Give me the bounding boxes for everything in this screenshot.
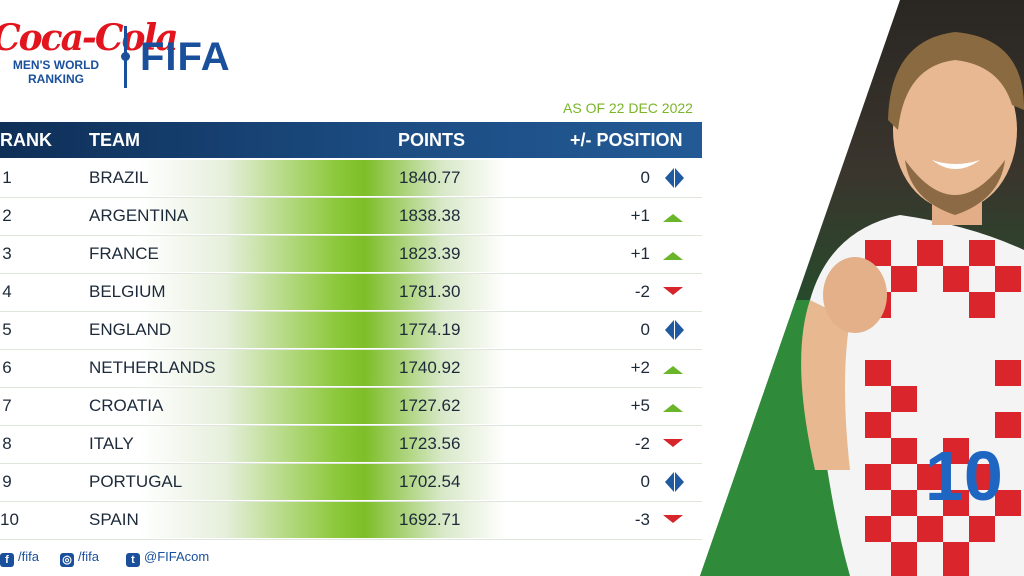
team-cell: BRAZIL <box>89 168 149 187</box>
twitter-handle: @FIFAcom <box>144 549 210 564</box>
points-cell: 1727.62 <box>399 396 461 415</box>
header-team: TEAM <box>89 130 140 150</box>
rank-cell: 9 <box>2 472 12 491</box>
rank-cell: 8 <box>2 434 12 453</box>
points-cell: 1702.54 <box>399 472 461 491</box>
ranking-title-line2: RANKING <box>28 72 84 86</box>
coca-cola-logo: Coca-Cola <box>0 17 179 59</box>
change-cell: 0 <box>640 168 650 187</box>
triangle-down-icon <box>663 426 685 462</box>
team-cell: BELGIUM <box>89 282 166 301</box>
table-row: 9 PORTUGAL 1702.54 0 <box>0 464 702 502</box>
instagram-icon: ◎ <box>60 553 74 567</box>
triangle-down-icon <box>663 274 685 310</box>
rank-cell: 7 <box>2 396 12 415</box>
team-cell: PORTUGAL <box>89 472 183 491</box>
facebook-icon: f <box>0 553 14 567</box>
points-cell: 1692.71 <box>399 510 461 529</box>
table-row: 2 ARGENTINA 1838.38 +1 <box>0 198 702 236</box>
logo-divider <box>121 26 130 88</box>
fifa-logo: FIFA <box>140 35 231 79</box>
team-cell: ITALY <box>89 434 134 453</box>
team-cell: NETHERLANDS <box>89 358 216 377</box>
points-cell: 1823.39 <box>399 244 461 263</box>
player-photo: 10 <box>700 0 1024 576</box>
table-row: 4 BELGIUM 1781.30 -2 <box>0 274 702 312</box>
team-cell: CROATIA <box>89 396 164 415</box>
change-cell: +1 <box>630 244 650 263</box>
double-arrow-icon <box>663 160 685 196</box>
change-cell: -2 <box>634 282 650 301</box>
table-row: 3 FRANCE 1823.39 +1 <box>0 236 702 274</box>
triangle-up-icon <box>663 350 685 386</box>
header-position-change: +/- POSITION <box>570 130 683 150</box>
change-cell: 0 <box>640 472 650 491</box>
facebook-link[interactable]: f/fifa <box>0 546 39 568</box>
instagram-handle: /fifa <box>78 549 99 564</box>
rank-cell: 6 <box>2 358 12 377</box>
rank-cell: 2 <box>2 206 12 225</box>
twitter-link[interactable]: t @FIFAcom <box>126 546 209 568</box>
rank-cell: 4 <box>2 282 12 301</box>
facebook-handle: /fifa <box>18 549 39 564</box>
team-cell: ARGENTINA <box>89 206 189 225</box>
table-row: 8 ITALY 1723.56 -2 <box>0 426 702 464</box>
points-cell: 1838.38 <box>399 206 461 225</box>
change-cell: -2 <box>634 434 650 453</box>
change-cell: -3 <box>634 510 650 529</box>
instagram-link[interactable]: ◎ /fifa <box>60 546 99 568</box>
twitter-icon: t <box>126 553 140 567</box>
triangle-up-icon <box>663 198 685 234</box>
table-row: 6 NETHERLANDS 1740.92 +2 <box>0 350 702 388</box>
points-cell: 1840.77 <box>399 168 461 187</box>
triangle-down-icon <box>663 502 685 538</box>
change-cell: +5 <box>630 396 650 415</box>
points-cell: 1740.92 <box>399 358 461 377</box>
change-cell: 0 <box>640 320 650 339</box>
points-cell: 1723.56 <box>399 434 461 453</box>
rank-cell: 3 <box>2 244 12 263</box>
table-row: 5 ENGLAND 1774.19 0 <box>0 312 702 350</box>
change-cell: +2 <box>630 358 650 377</box>
coca-cola-brand: Coca-Cola MEN'S WORLD RANKING <box>0 17 179 86</box>
table-row: 1 BRAZIL 1840.77 0 <box>0 160 702 198</box>
ranking-title-line1: MEN'S WORLD <box>12 58 100 72</box>
header-rank: RANK <box>0 130 52 150</box>
player-illustration: 10 <box>700 32 1024 576</box>
table-row: 7 CROATIA 1727.62 +5 <box>0 388 702 426</box>
rank-cell: 1 <box>2 168 12 187</box>
triangle-up-icon <box>663 388 685 424</box>
header-points: POINTS <box>398 130 466 150</box>
points-cell: 1781.30 <box>399 282 461 301</box>
double-arrow-icon <box>663 312 685 348</box>
rank-cell: 5 <box>2 320 12 339</box>
table-row: 10 SPAIN 1692.71 -3 <box>0 502 702 540</box>
team-cell: ENGLAND <box>89 320 172 339</box>
as-of-date: AS OF 22 DEC 2022 <box>563 100 693 116</box>
svg-text:10: 10 <box>925 437 1003 515</box>
rank-cell: 10 <box>0 510 19 529</box>
team-cell: SPAIN <box>89 510 139 529</box>
team-cell: FRANCE <box>89 244 159 263</box>
points-cell: 1774.19 <box>399 320 461 339</box>
change-cell: +1 <box>630 206 650 225</box>
triangle-up-icon <box>663 236 685 272</box>
table-header: RANK TEAM POINTS +/- POSITION <box>0 122 702 158</box>
double-arrow-icon <box>663 464 685 500</box>
